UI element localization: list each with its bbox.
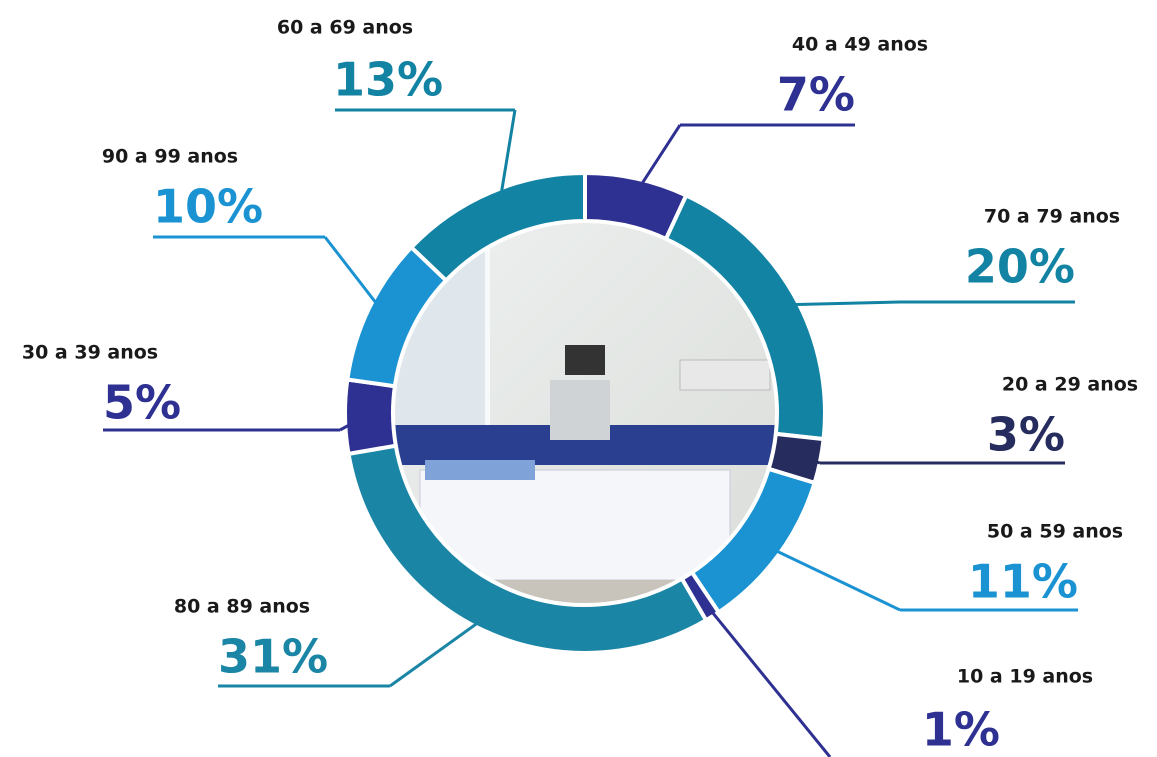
- category-label: 40 a 49 anos: [792, 34, 928, 56]
- value-label: 20%: [965, 240, 1075, 294]
- value-label: 10%: [153, 180, 263, 234]
- leader-line: [800, 455, 821, 465]
- leader-line: [323, 236, 389, 319]
- leader-line: [496, 109, 517, 211]
- value-label: 31%: [218, 630, 328, 684]
- donut-segment: [343, 377, 399, 457]
- category-label: 60 a 69 anos: [277, 17, 413, 39]
- leader-line: [339, 415, 366, 432]
- leader-line: [776, 300, 901, 307]
- value-label: 7%: [777, 68, 855, 122]
- category-label: 90 a 99 anos: [102, 146, 238, 168]
- category-label: 70 a 79 anos: [984, 206, 1120, 228]
- donut-segment: [408, 170, 587, 284]
- leader-line: [389, 611, 494, 688]
- category-label: 50 a 59 anos: [987, 521, 1123, 543]
- leader-line: [700, 598, 832, 757]
- value-label: 11%: [968, 555, 1078, 609]
- center-photo: [394, 222, 776, 604]
- category-label: 80 a 89 anos: [174, 596, 310, 618]
- leader-line: [631, 124, 682, 200]
- category-label: 30 a 39 anos: [22, 342, 158, 364]
- category-label: 20 a 29 anos: [1002, 374, 1138, 396]
- value-label: 5%: [103, 376, 181, 430]
- value-label: 13%: [333, 53, 443, 107]
- value-label: 3%: [987, 408, 1065, 462]
- value-label: 1%: [922, 703, 1000, 757]
- leader-line: [761, 542, 901, 612]
- category-label: 10 a 19 anos: [957, 666, 1093, 688]
